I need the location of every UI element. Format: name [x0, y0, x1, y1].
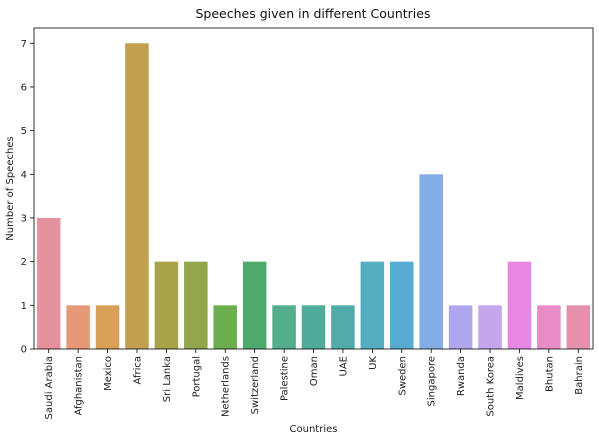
x-tick-label: Mexico [103, 356, 114, 391]
bar-south-korea [478, 305, 502, 349]
x-tick-label: Netherlands [221, 356, 232, 417]
bar-palestine [272, 305, 296, 349]
x-tick-label: Saudi Arabia [44, 356, 55, 419]
y-axis-ticks: 0 1 2 3 4 5 6 7 [21, 39, 34, 356]
x-tick-label: Sri Lanka [162, 356, 173, 402]
y-tick-label: 1 [21, 301, 27, 312]
bar-saudi-arabia [36, 217, 61, 349]
bar-afghanistan [66, 305, 90, 349]
bar-switzerland [242, 261, 267, 349]
chart-title: Speeches given in different Countries [196, 6, 431, 21]
bar-mexico [95, 305, 120, 349]
y-tick-label: 2 [21, 257, 27, 268]
x-tick-label: Bahrain [574, 356, 585, 395]
bar-uk [360, 261, 385, 349]
y-tick-label: 5 [21, 126, 27, 137]
x-tick-label: Singapore [427, 356, 438, 406]
bar-maldives [507, 261, 532, 349]
x-tick-label: Afghanistan [74, 356, 85, 416]
x-tick-label: Rwanda [456, 356, 467, 396]
plot-frame [33, 27, 594, 350]
x-tick-label: Portugal [191, 356, 202, 397]
x-axis-title: Countries [290, 424, 338, 435]
x-axis-ticks: Saudi Arabia Afghanistan Mexico Africa Sri L… [44, 349, 585, 419]
bar-africa [125, 43, 149, 349]
y-tick-label: 6 [21, 82, 27, 93]
x-tick-label: Bhutan [544, 356, 555, 392]
bars-group [36, 43, 591, 349]
bar-netherlands [213, 305, 238, 349]
bar-uae [331, 305, 355, 349]
bar-bahrain [566, 305, 591, 349]
bar-sri-lanka [154, 261, 179, 349]
y-tick-label: 7 [21, 39, 27, 50]
x-tick-label: Sweden [397, 356, 408, 396]
x-tick-label: Africa [132, 356, 143, 385]
x-tick-label: Oman [309, 356, 320, 386]
y-tick-label: 3 [21, 213, 27, 224]
x-tick-label: UAE [338, 356, 349, 376]
bar-sweden [389, 261, 414, 349]
x-tick-label: Switzerland [250, 356, 261, 414]
y-tick-label: 0 [21, 345, 27, 356]
x-tick-label: UK [368, 356, 379, 370]
bar-portugal [184, 261, 208, 349]
x-tick-label: Palestine [280, 356, 291, 401]
bar-oman [301, 305, 326, 349]
x-tick-label: South Korea [486, 356, 497, 417]
bar-bhutan [537, 305, 561, 349]
y-axis-title: Number of Speeches [5, 136, 16, 240]
x-tick-label: Maldives [515, 356, 526, 400]
y-tick-label: 4 [21, 170, 27, 181]
bar-rwanda [448, 305, 473, 349]
bar-singapore [419, 174, 443, 349]
